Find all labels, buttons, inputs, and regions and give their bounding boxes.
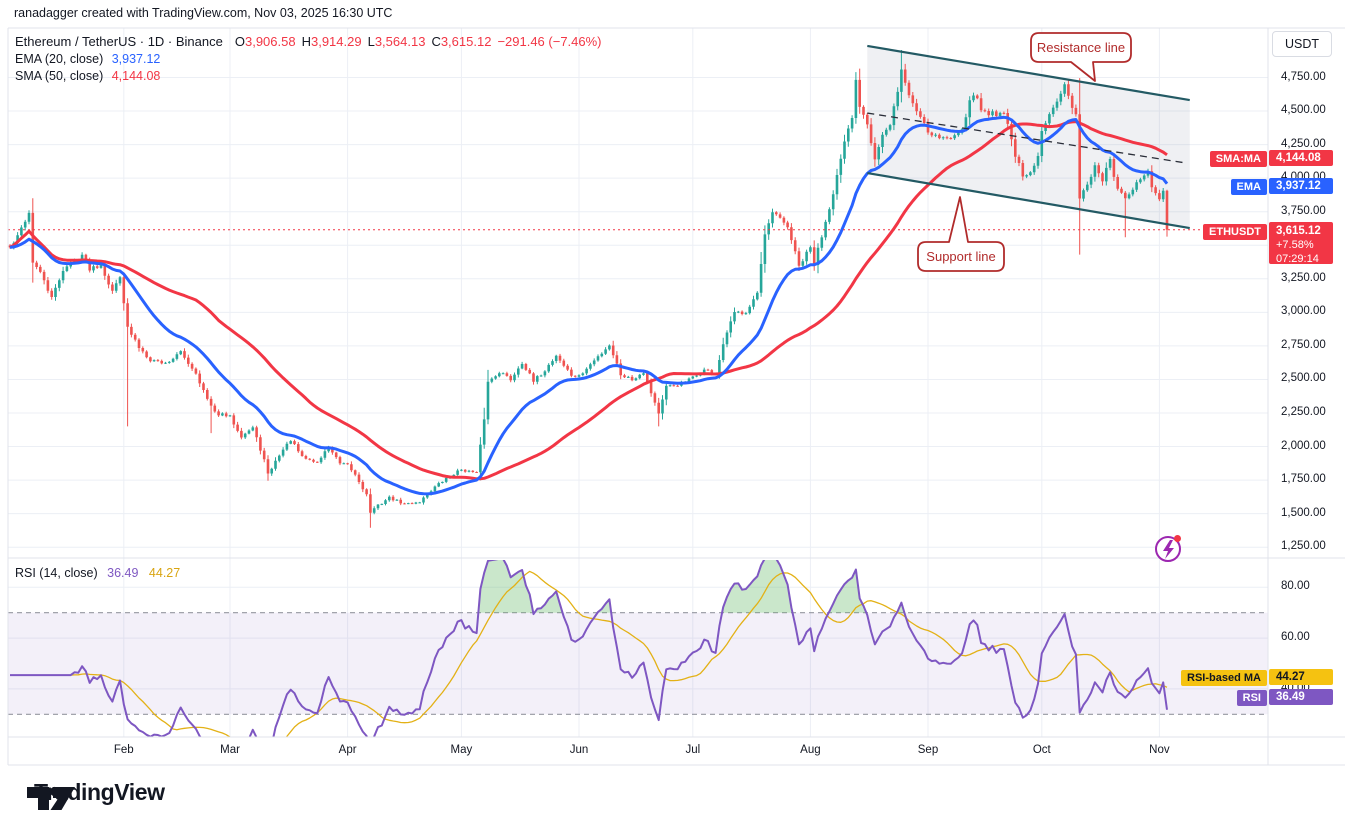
support-callout-label: Support line bbox=[926, 249, 995, 264]
last-price: 3,615.12 bbox=[1276, 225, 1321, 237]
gridlines bbox=[8, 28, 1268, 737]
support-callout[interactable]: Support line bbox=[917, 196, 1005, 272]
time-axis-label[interactable]: Jul bbox=[685, 744, 701, 756]
session-change: +7.58% bbox=[1276, 239, 1314, 251]
rsi-axis-value: 36.49 bbox=[1269, 689, 1333, 705]
rsi-axis-label: RSI bbox=[1236, 689, 1267, 706]
time-axis-label[interactable]: Jun bbox=[569, 744, 589, 756]
time-axis-label[interactable]: May bbox=[450, 744, 473, 756]
time-axis-label[interactable]: Nov bbox=[1149, 744, 1170, 756]
price-tick: 1,500.00 bbox=[1281, 506, 1326, 519]
ema-axis-value: 3,937.12 bbox=[1269, 178, 1333, 194]
ema-legend-row[interactable]: EMA (20, close) 3,937.12 bbox=[15, 51, 602, 69]
change-value: −291.46 (−7.46%) bbox=[497, 34, 602, 49]
close-value: 3,615.12 bbox=[440, 34, 492, 49]
low-value: 3,564.13 bbox=[374, 34, 426, 49]
symbol-legend[interactable]: Ethereum / TetherUS · 1D · Binance O3,906… bbox=[15, 33, 602, 86]
currency-toggle-button[interactable]: USDT bbox=[1272, 31, 1332, 57]
price-tick: 2,500.00 bbox=[1281, 372, 1326, 385]
price-tick: 2,250.00 bbox=[1281, 406, 1326, 418]
price-tick: 3,250.00 bbox=[1281, 271, 1326, 284]
price-tick: 3,750.00 bbox=[1281, 204, 1326, 217]
rsi-ma-axis-label: RSI-based MA bbox=[1181, 669, 1267, 686]
bar-countdown: 07:29:14 bbox=[1276, 253, 1319, 265]
flash-boost-icon[interactable] bbox=[1155, 535, 1181, 562]
tradingview-logo[interactable]: TradingView bbox=[25, 779, 165, 810]
price-tick: 4,750.00 bbox=[1281, 70, 1326, 83]
high-value: 3,914.29 bbox=[310, 34, 362, 49]
open-value: 3,906.58 bbox=[244, 34, 296, 49]
resistance-callout[interactable]: Resistance line bbox=[1030, 32, 1132, 82]
sma-axis-label: SMA:MA bbox=[1209, 150, 1267, 167]
price-tick: 1,750.00 bbox=[1281, 473, 1326, 486]
rsi-legend[interactable]: RSI (14, close) 36.49 44.27 bbox=[15, 566, 180, 580]
sma-legend-row[interactable]: SMA (50, close) 4,144.08 bbox=[15, 68, 602, 86]
time-axis-label[interactable]: Apr bbox=[338, 744, 357, 756]
sma-label: SMA (50, close) bbox=[15, 69, 104, 83]
price-tick: 1,250.00 bbox=[1281, 540, 1326, 553]
symbol-axis-label: ETHUSDT bbox=[1203, 224, 1267, 240]
rsi-ma-value: 44.27 bbox=[148, 566, 181, 580]
price-tick: 4,500.00 bbox=[1281, 104, 1326, 117]
ema-label: EMA (20, close) bbox=[15, 51, 104, 66]
time-axis-label[interactable]: Oct bbox=[1032, 744, 1051, 756]
sma-value: 4,144.08 bbox=[111, 69, 161, 83]
pane-borders bbox=[7, 27, 1345, 766]
ema-axis-label: EMA bbox=[1230, 178, 1267, 195]
resistance-callout-label: Resistance line bbox=[1037, 40, 1125, 55]
time-axis-label[interactable]: Mar bbox=[220, 744, 240, 756]
symbol-title: Ethereum / TetherUS · 1D · Binance bbox=[15, 34, 223, 49]
time-axis-label[interactable]: Feb bbox=[113, 744, 134, 756]
rsi-value: 36.49 bbox=[107, 566, 139, 580]
price-tick: 2,000.00 bbox=[1281, 439, 1326, 452]
symbol-title-row: Ethereum / TetherUS · 1D · Binance O3,906… bbox=[15, 34, 602, 49]
sma-axis-value: 4,144.08 bbox=[1269, 150, 1333, 166]
ema-value: 3,937.12 bbox=[111, 51, 161, 66]
credit-line: ranadagger created with TradingView.com,… bbox=[14, 6, 393, 20]
tradingview-logo-mark bbox=[27, 786, 75, 810]
price-tick: 4,250.00 bbox=[1281, 137, 1326, 150]
rsi-pane bbox=[8, 560, 1268, 737]
rsi-ma-axis-value: 44.27 bbox=[1269, 669, 1333, 685]
rsi-tick: 80.00 bbox=[1281, 580, 1310, 593]
time-axis-label[interactable]: Aug bbox=[800, 744, 821, 756]
time-axis-label[interactable]: Sep bbox=[917, 744, 939, 756]
rsi-tick: 60.00 bbox=[1281, 631, 1310, 644]
rsi-label: RSI (14, close) bbox=[15, 566, 98, 580]
price-tick: 3,000.00 bbox=[1281, 305, 1326, 318]
price-tick: 2,750.00 bbox=[1281, 338, 1326, 351]
symbol-axis-badge: 3,615.12 +7.58% 07:29:14 bbox=[1269, 222, 1333, 265]
candlestick-pane bbox=[8, 44, 1268, 528]
